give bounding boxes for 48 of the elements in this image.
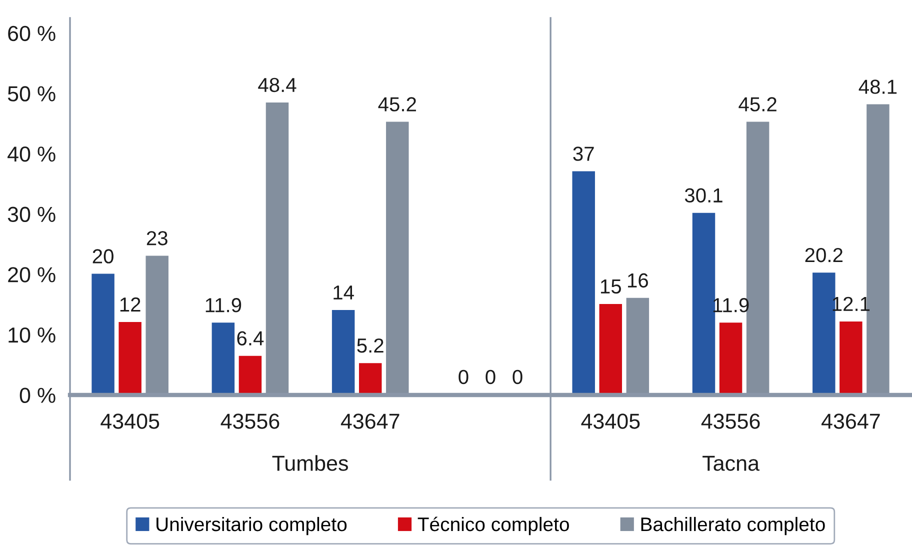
data-label: 11.9 [206, 298, 242, 312]
text: Tacna [702, 456, 760, 471]
y-tick-label: 40 % [8, 146, 56, 162]
bar [358, 363, 382, 395]
bar [118, 322, 142, 395]
data-label: 15 [600, 280, 621, 294]
legend-label: Universitario completo [156, 516, 347, 536]
data-label: 45.2 [378, 97, 416, 112]
bar [332, 310, 355, 395]
x-tick-label: 43405 [100, 414, 160, 429]
data-label: 30.1 [684, 188, 722, 203]
data-label: 6.4 [237, 331, 264, 346]
y-tick-label: 0 % [20, 388, 56, 404]
data-label: 48.1 [858, 80, 897, 94]
data-label: 5.2 [357, 338, 384, 353]
data-label: 20.2 [805, 248, 842, 262]
y-tick-label: 30 % [8, 206, 56, 222]
legend-label: Técnico completo [418, 516, 569, 536]
bar [92, 274, 114, 395]
y-tick-label: 20 % [8, 267, 56, 282]
x-tick-label: 43647 [340, 414, 400, 429]
data-label: 0 [458, 370, 468, 384]
data-label: 20 [92, 249, 114, 264]
data-label: 45.2 [738, 97, 776, 112]
x-tick-label: 43647 [821, 414, 880, 429]
y-tick-label: 10 % [8, 327, 56, 343]
bar [238, 356, 262, 395]
data-label: 16 [628, 273, 648, 288]
bar [212, 322, 235, 395]
x-tick-label: 43405 [581, 414, 640, 429]
y-tick-label: 50 % [8, 86, 56, 102]
data-label: 0 [512, 370, 522, 384]
bar [599, 304, 622, 395]
bar [840, 321, 862, 395]
legend-label: Bachillerato completo [641, 516, 825, 536]
data-label: 14 [334, 286, 354, 300]
bar [719, 322, 742, 395]
x-tick-label: 43556 [701, 414, 760, 429]
data-label: 12 [120, 297, 140, 312]
bar [572, 171, 595, 395]
data-label: 37 [573, 146, 594, 161]
data-label: 23 [146, 231, 168, 246]
data-label: 0 [486, 370, 496, 384]
bar [692, 212, 716, 395]
y-tick-label: 60 % [8, 26, 56, 42]
text: Tumbes [272, 455, 348, 471]
data-label: 48.4 [258, 78, 296, 92]
x-tick-label: 43556 [220, 414, 280, 429]
